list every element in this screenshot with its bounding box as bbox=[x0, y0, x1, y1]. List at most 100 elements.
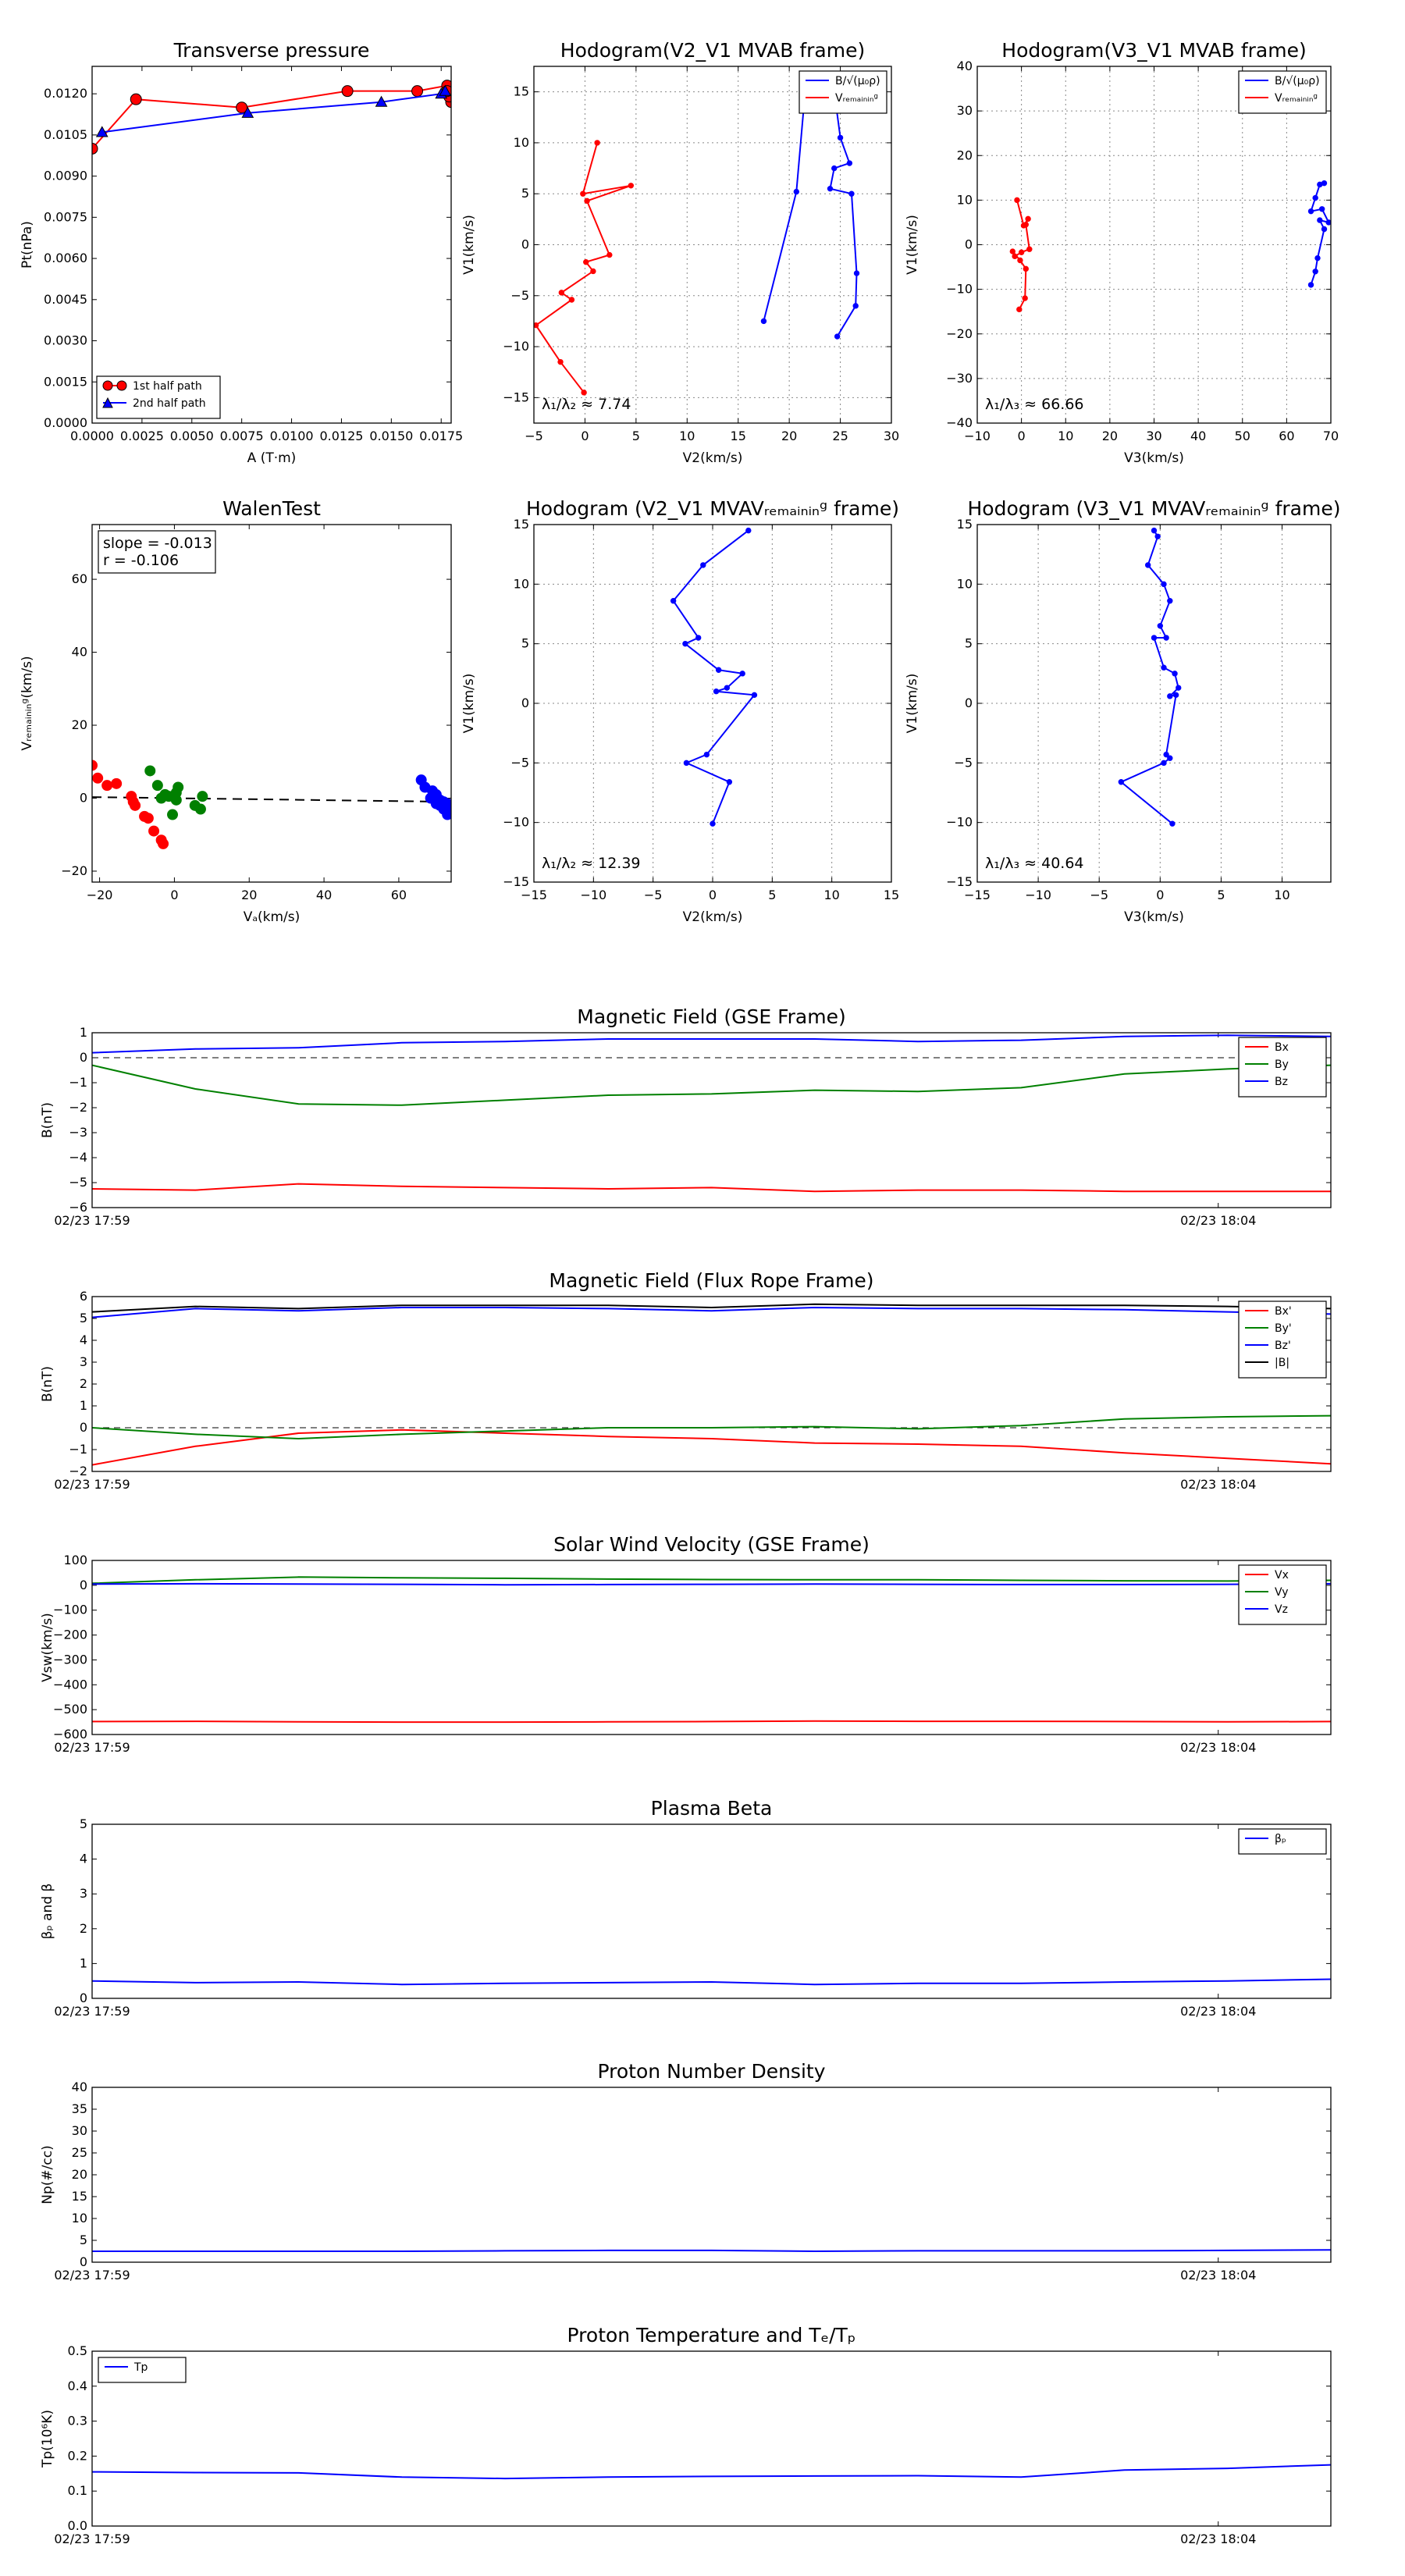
data-point bbox=[167, 809, 179, 820]
x-tick-label: −15 bbox=[964, 888, 991, 902]
y-tick-label: 10 bbox=[957, 192, 973, 207]
y-axis-label: Vsw(km/s) bbox=[40, 1613, 55, 1682]
y-tick-label: 0 bbox=[965, 696, 973, 710]
chart-p9: Solar Wind Velocity (GSE Frame) 02/23 17:… bbox=[40, 1533, 1332, 1755]
chart-title: Hodogram(V2_V1 MVAB frame) bbox=[560, 39, 865, 62]
y-axis-label: Tp(10⁶K) bbox=[40, 2410, 55, 2468]
data-point bbox=[583, 258, 589, 265]
legend-marker bbox=[102, 397, 113, 408]
plot-frame bbox=[91, 2087, 1332, 2263]
y-axis-label: V1(km/s) bbox=[905, 215, 920, 275]
plot-frame bbox=[91, 1823, 1332, 1999]
legend-box bbox=[1238, 1828, 1327, 1855]
y-tick-label: −3 bbox=[69, 1125, 87, 1140]
y-tick-label: −2 bbox=[69, 1464, 87, 1478]
y-tick-label: −100 bbox=[53, 1603, 87, 1617]
data-point bbox=[682, 640, 688, 647]
y-tick-label: 0.0000 bbox=[44, 415, 87, 430]
plot-frame bbox=[91, 1560, 1332, 1735]
data-point bbox=[1163, 635, 1169, 641]
y-tick-label: 0.0045 bbox=[44, 292, 87, 307]
x-axis-label: V3(km/s) bbox=[1124, 909, 1184, 925]
legend-label: B/√(μ₀ρ) bbox=[1275, 75, 1320, 87]
y-tick-label: 100 bbox=[63, 1553, 87, 1567]
series-tp-line bbox=[92, 2464, 1331, 2480]
data-point bbox=[1172, 692, 1179, 699]
y-tick-label: 60 bbox=[72, 571, 87, 586]
y-tick-label: 0.0060 bbox=[44, 251, 87, 265]
y-tick-label: −10 bbox=[946, 282, 973, 297]
data-point bbox=[197, 791, 208, 802]
y-tick-label: 0.2 bbox=[68, 2448, 87, 2463]
data-point bbox=[144, 765, 156, 777]
series-vz-line bbox=[92, 1582, 1331, 1586]
y-tick-label: 25 bbox=[72, 2145, 87, 2160]
plot-frame bbox=[976, 66, 1332, 424]
x-tick-label: −5 bbox=[525, 429, 543, 443]
y-tick-label: 0.0105 bbox=[44, 127, 87, 142]
data-point bbox=[703, 751, 710, 758]
x-tick-label: 02/23 18:04 bbox=[1180, 2268, 1256, 2282]
x-tick-label: 10 bbox=[1058, 429, 1073, 443]
y-tick-label: −400 bbox=[53, 1677, 87, 1692]
y-tick-label: −1 bbox=[69, 1442, 87, 1457]
x-tick-label: 02/23 18:04 bbox=[1180, 2004, 1256, 2019]
plot-area bbox=[92, 1303, 1331, 1466]
y-tick-label: 0.4 bbox=[68, 2379, 87, 2393]
legend-label: Bx' bbox=[1275, 1305, 1292, 1318]
x-tick-label: 02/23 18:04 bbox=[1180, 1477, 1256, 1492]
data-point bbox=[594, 140, 600, 146]
legend-label: By' bbox=[1275, 1322, 1292, 1335]
legend-label: Vz bbox=[1275, 1603, 1288, 1616]
series-bx--line bbox=[92, 1429, 1331, 1466]
data-point bbox=[1151, 527, 1158, 534]
data-point bbox=[683, 760, 690, 767]
x-tick-label: 02/23 18:04 bbox=[1180, 1740, 1256, 1755]
y-tick-label: 0 bbox=[80, 1578, 87, 1592]
data-point bbox=[1312, 194, 1318, 201]
y-tick-label: −500 bbox=[53, 1702, 87, 1717]
y-tick-label: 0.3 bbox=[68, 2414, 87, 2428]
y-tick-label: 5 bbox=[521, 636, 529, 651]
x-tick-label: 70 bbox=[1323, 429, 1339, 443]
y-tick-label: 15 bbox=[514, 84, 529, 99]
series-v-line bbox=[672, 529, 756, 824]
x-tick-label: 02/23 18:04 bbox=[1180, 2532, 1256, 2546]
data-point bbox=[1161, 581, 1167, 588]
data-point bbox=[111, 777, 123, 789]
chart-p10: Plasma Beta 02/23 17:59 02/23 18:04 0 1 2 3 4 5 β… bbox=[40, 1797, 1332, 2019]
series-2nd-half-path-line bbox=[101, 90, 446, 133]
data-point bbox=[92, 760, 98, 771]
y-tick-label: −40 bbox=[946, 415, 973, 430]
legend-label: Tp bbox=[133, 2361, 148, 2374]
y-tick-label: 20 bbox=[72, 2167, 87, 2182]
annotation-box bbox=[98, 530, 216, 574]
data-point bbox=[848, 190, 855, 197]
y-tick-label: 3 bbox=[80, 1886, 87, 1901]
data-point bbox=[1151, 635, 1158, 641]
x-tick-label: −10 bbox=[1025, 888, 1051, 902]
series-bz-line bbox=[92, 1034, 1331, 1054]
data-point bbox=[1167, 598, 1173, 604]
data-point bbox=[1017, 257, 1023, 264]
data-point bbox=[439, 84, 451, 96]
y-tick-label: 15 bbox=[514, 517, 529, 532]
y-tick-label: −10 bbox=[503, 815, 529, 830]
chart-title: Hodogram (V2_V1 MVAVᵣₑₘₐᵢₙᵢₙᵍ frame) bbox=[526, 497, 899, 520]
data-point bbox=[745, 527, 752, 534]
plot-area bbox=[92, 2249, 1331, 2253]
x-tick-label: 30 bbox=[1146, 429, 1161, 443]
x-tick-label: 60 bbox=[1279, 429, 1294, 443]
y-tick-label: 0.1 bbox=[68, 2483, 87, 2498]
y-tick-label: 10 bbox=[514, 576, 529, 591]
data-point bbox=[1161, 760, 1167, 767]
chart-p11: Proton Number Density 02/23 17:59 02/23 18… bbox=[40, 2060, 1332, 2282]
series-by-line bbox=[92, 1064, 1331, 1106]
data-point bbox=[173, 781, 184, 793]
data-point bbox=[1014, 197, 1020, 204]
y-tick-label: 0.5 bbox=[68, 2343, 87, 2358]
y-tick-label: −5 bbox=[510, 288, 529, 303]
chart-p4: WalenTest −20 0 20 40 60 −20 0 20 40 60 Vₐ(km/s) Vᵣₑ… bbox=[20, 497, 452, 925]
y-tick-label: 35 bbox=[72, 2101, 87, 2116]
x-axis-label: V3(km/s) bbox=[1124, 450, 1184, 466]
